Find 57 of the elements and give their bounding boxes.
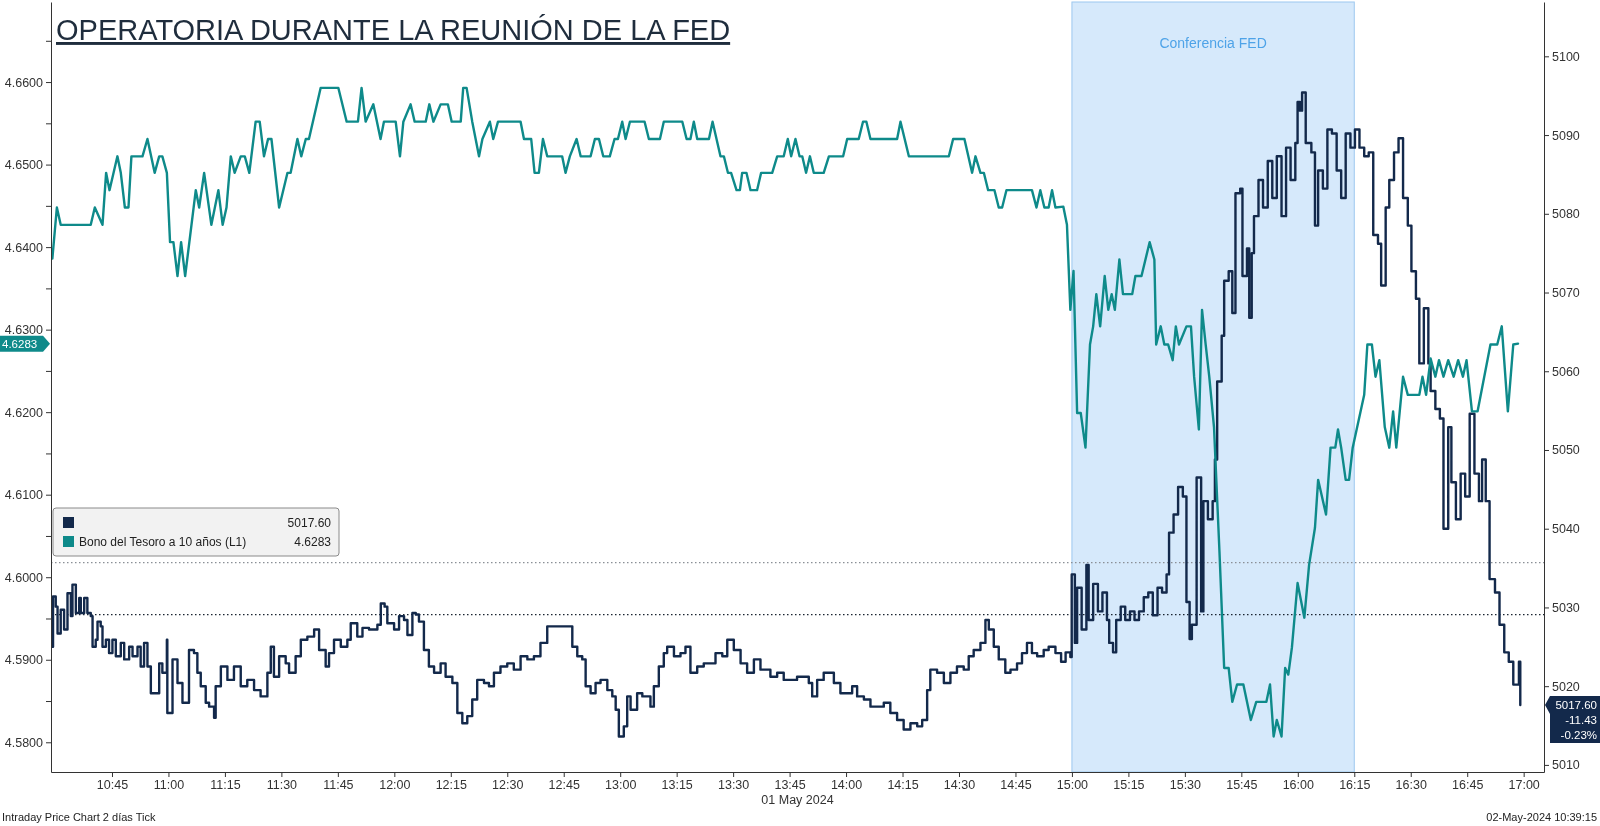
y-tick-label: 4.5800 bbox=[4, 735, 44, 750]
y2-tick-label: 5060 bbox=[1552, 364, 1580, 379]
x-tick-label: 16:15 bbox=[1339, 777, 1371, 792]
x-tick-label: 15:00 bbox=[1056, 777, 1089, 792]
x-tick-label: 12:30 bbox=[492, 777, 524, 792]
y-tick-label: 4.6300 bbox=[4, 323, 44, 338]
y-tick-label: 4.6100 bbox=[4, 488, 44, 503]
x-tick-label: 14:30 bbox=[943, 777, 976, 792]
text: -0.23% bbox=[1560, 729, 1597, 742]
x-tick-label: 11:00 bbox=[153, 777, 185, 792]
x-tick-label: 14:45 bbox=[1000, 777, 1032, 792]
y2-tick-label: 5030 bbox=[1552, 600, 1580, 615]
x-tick-label: 11:45 bbox=[323, 777, 354, 792]
x-tick-label: 10:45 bbox=[96, 777, 129, 792]
text: 4.6283 bbox=[2, 337, 38, 350]
x-tick-label: 14:00 bbox=[830, 777, 863, 792]
x-tick-label: 16:00 bbox=[1282, 777, 1314, 792]
x-tick-label: 15:15 bbox=[1113, 777, 1145, 792]
x-tick-label: 12:15 bbox=[435, 777, 467, 792]
text: 02-May-2024 10:39:15 bbox=[1486, 811, 1597, 823]
x-tick-label: 14:15 bbox=[887, 777, 919, 792]
text: -11.43 bbox=[1565, 714, 1597, 727]
y2-tick-label: 5080 bbox=[1552, 207, 1580, 222]
chart-title: OPERATORIA DURANTE LA REUNIÓN DE LA FED bbox=[56, 14, 731, 46]
annotation: 4.6283 bbox=[294, 535, 332, 549]
x-tick-label: 12:45 bbox=[548, 777, 580, 792]
y2-tick-label: 5070 bbox=[1552, 286, 1580, 301]
y2-tick-label: 5010 bbox=[1552, 758, 1580, 773]
x-tick-label: 13:15 bbox=[661, 777, 693, 792]
annotation: 5017.60 bbox=[287, 516, 332, 530]
x-tick-label: 13:45 bbox=[774, 777, 806, 792]
x-tick-label: 11:30 bbox=[266, 777, 298, 792]
y-tick-label: 4.5900 bbox=[4, 653, 44, 668]
x-tick-label: 13:00 bbox=[605, 777, 637, 792]
y-tick-label: 4.6400 bbox=[4, 240, 44, 255]
y2-tick-label: 5040 bbox=[1552, 522, 1580, 537]
band-label: Conferencia FED bbox=[1159, 35, 1267, 51]
x-tick-label: 12:00 bbox=[379, 777, 411, 792]
y2-tick-label: 5020 bbox=[1552, 679, 1580, 694]
y-tick-label: 4.6600 bbox=[4, 75, 44, 90]
x-tick-label: 16:30 bbox=[1395, 777, 1427, 792]
x-tick-label: 15:45 bbox=[1226, 777, 1258, 792]
y-tick-label: 4.6000 bbox=[4, 570, 44, 585]
y2-tick-label: 5050 bbox=[1552, 443, 1580, 458]
y-tick-label: 4.6500 bbox=[4, 158, 44, 173]
x-tick-label: 11:15 bbox=[210, 777, 241, 792]
legend-label: Bono del Tesoro a 10 años (L1) bbox=[79, 535, 247, 549]
y-tick-label: 4.6200 bbox=[4, 405, 44, 420]
text: Intraday Price Chart 2 días Tick bbox=[2, 811, 156, 823]
x-tick-label: 17:00 bbox=[1508, 777, 1540, 792]
y2-tick-label: 5090 bbox=[1552, 128, 1580, 143]
x-tick-label: 13:30 bbox=[717, 777, 750, 792]
x-tick-label: 15:30 bbox=[1169, 777, 1202, 792]
x-axis-title: 01 May 2024 bbox=[761, 793, 834, 807]
y2-tick-label: 5100 bbox=[1552, 49, 1580, 64]
x-tick-label: 16:45 bbox=[1452, 777, 1484, 792]
text: 5017.60 bbox=[1555, 699, 1597, 712]
